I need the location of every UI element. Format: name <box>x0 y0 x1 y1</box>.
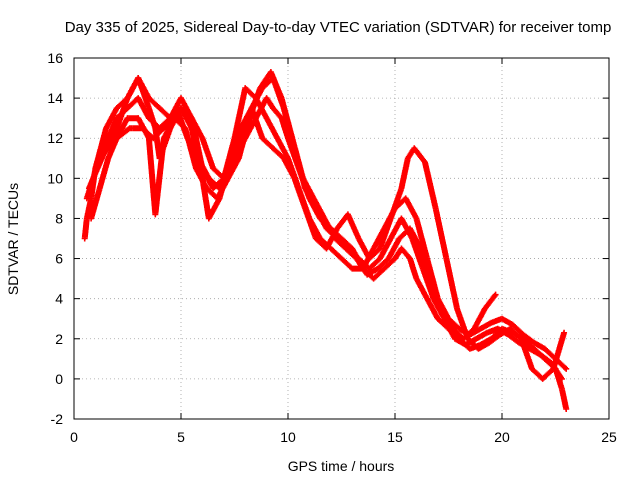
y-tick-label: 2 <box>55 331 63 347</box>
x-tick-label: 10 <box>280 429 296 445</box>
x-tick-label: 5 <box>177 429 185 445</box>
x-tick-label: 20 <box>494 429 510 445</box>
data-points <box>81 69 570 412</box>
y-tick-label: 4 <box>55 291 63 307</box>
x-tick-label: 0 <box>70 429 78 445</box>
plot-frame <box>73 57 610 420</box>
y-tick-label: 6 <box>55 251 63 267</box>
chart-title: Day 335 of 2025, Sidereal Day-to-day VTE… <box>65 19 612 36</box>
series-trail <box>86 76 564 381</box>
series-trace-e <box>85 75 565 382</box>
x-axis-label: GPS time / hours <box>288 458 395 474</box>
y-tick-label: -2 <box>51 411 64 427</box>
y-tick-label: 16 <box>47 50 63 66</box>
y-tick-label: 0 <box>55 371 63 387</box>
y-tick-label: 14 <box>47 90 63 106</box>
y-tick-label: 10 <box>47 170 63 186</box>
x-tick-label: 25 <box>601 429 617 445</box>
y-axis-label: SDTVAR / TECUs <box>5 183 21 295</box>
y-tick-label: 12 <box>47 130 63 146</box>
y-tick-label: 8 <box>55 210 63 226</box>
x-tick-label: 15 <box>387 429 403 445</box>
